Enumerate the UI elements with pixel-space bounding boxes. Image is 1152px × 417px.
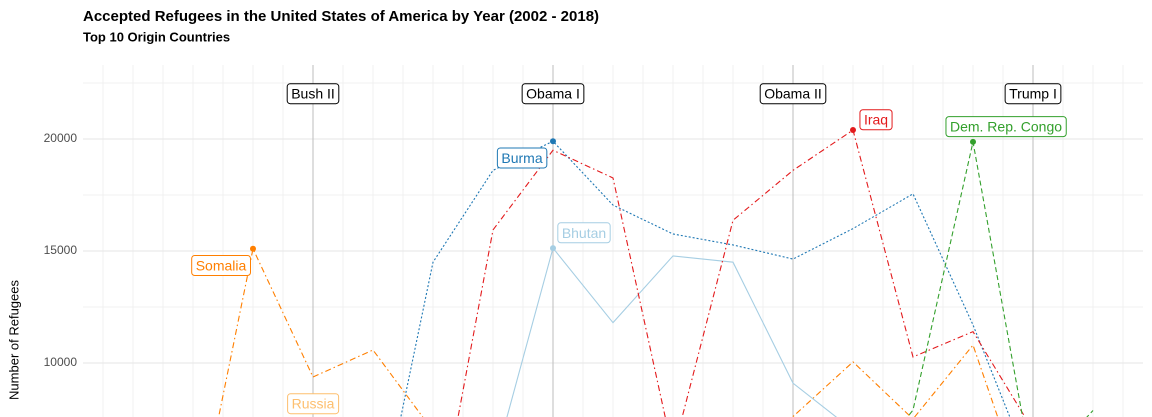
series-line	[457, 129, 1026, 417]
term-label-text: Obama I	[526, 86, 580, 102]
series-line	[218, 247, 999, 417]
annotations: Bush II Obama I Obama II Trump I	[286, 65, 1062, 417]
series-label: Dem. Rep. Congo	[945, 116, 1067, 138]
series-label-box	[287, 393, 340, 415]
term-label: Obama II	[759, 83, 827, 105]
series-label-text: Dem. Rep. Congo	[950, 119, 1062, 135]
peak-point	[850, 127, 856, 134]
series-label: Somalia	[191, 254, 251, 276]
grid: 10000 15000 20000	[44, 65, 1143, 417]
peak-point	[550, 138, 556, 145]
series-label: Bhutan	[557, 222, 611, 244]
term-label: Trump I	[1004, 83, 1062, 105]
series-label: Russia	[287, 393, 340, 415]
series-line	[506, 246, 838, 417]
peak-point	[970, 138, 976, 145]
series-label-text: Somalia	[196, 257, 247, 273]
series-line	[400, 140, 1011, 417]
term-label-box	[521, 83, 585, 105]
y-axis-label: Number of Refugees	[6, 280, 21, 400]
chart-subtitle: Top 10 Origin Countries	[83, 29, 230, 44]
term-label-box	[286, 83, 340, 105]
series-labels: Somalia Russia Burma Bhutan Iraq Dem. Rep. Co…	[191, 109, 1067, 415]
series-label-box	[859, 109, 893, 131]
series-label-text: Burma	[501, 150, 542, 166]
series-label-text: Iraq	[864, 112, 888, 128]
chart-title: Accepted Refugees in the United States o…	[83, 8, 599, 25]
series-label-box	[945, 116, 1067, 138]
term-label: Obama I	[521, 83, 585, 105]
term-label-text: Trump I	[1009, 86, 1057, 102]
peak-point	[550, 245, 556, 252]
y-tick-label: 20000	[44, 131, 78, 145]
y-tick-label: 15000	[44, 243, 78, 257]
term-label-box	[1004, 83, 1062, 105]
series-line	[906, 141, 1094, 417]
series-lines	[218, 127, 1094, 417]
series-label-box	[496, 147, 548, 169]
series-label-text: Bhutan	[562, 225, 606, 241]
term-label-text: Bush II	[291, 86, 335, 102]
y-tick-label: 10000	[44, 355, 78, 369]
term-label: Bush II	[286, 83, 340, 105]
peak-point	[250, 245, 256, 252]
series-label-box	[557, 222, 611, 244]
term-label-box	[759, 83, 827, 105]
series-label: Burma	[496, 147, 548, 169]
series-label-box	[191, 254, 251, 276]
term-label-text: Obama II	[764, 86, 822, 102]
series-label-text: Russia	[292, 396, 335, 412]
series-label: Iraq	[859, 109, 893, 131]
